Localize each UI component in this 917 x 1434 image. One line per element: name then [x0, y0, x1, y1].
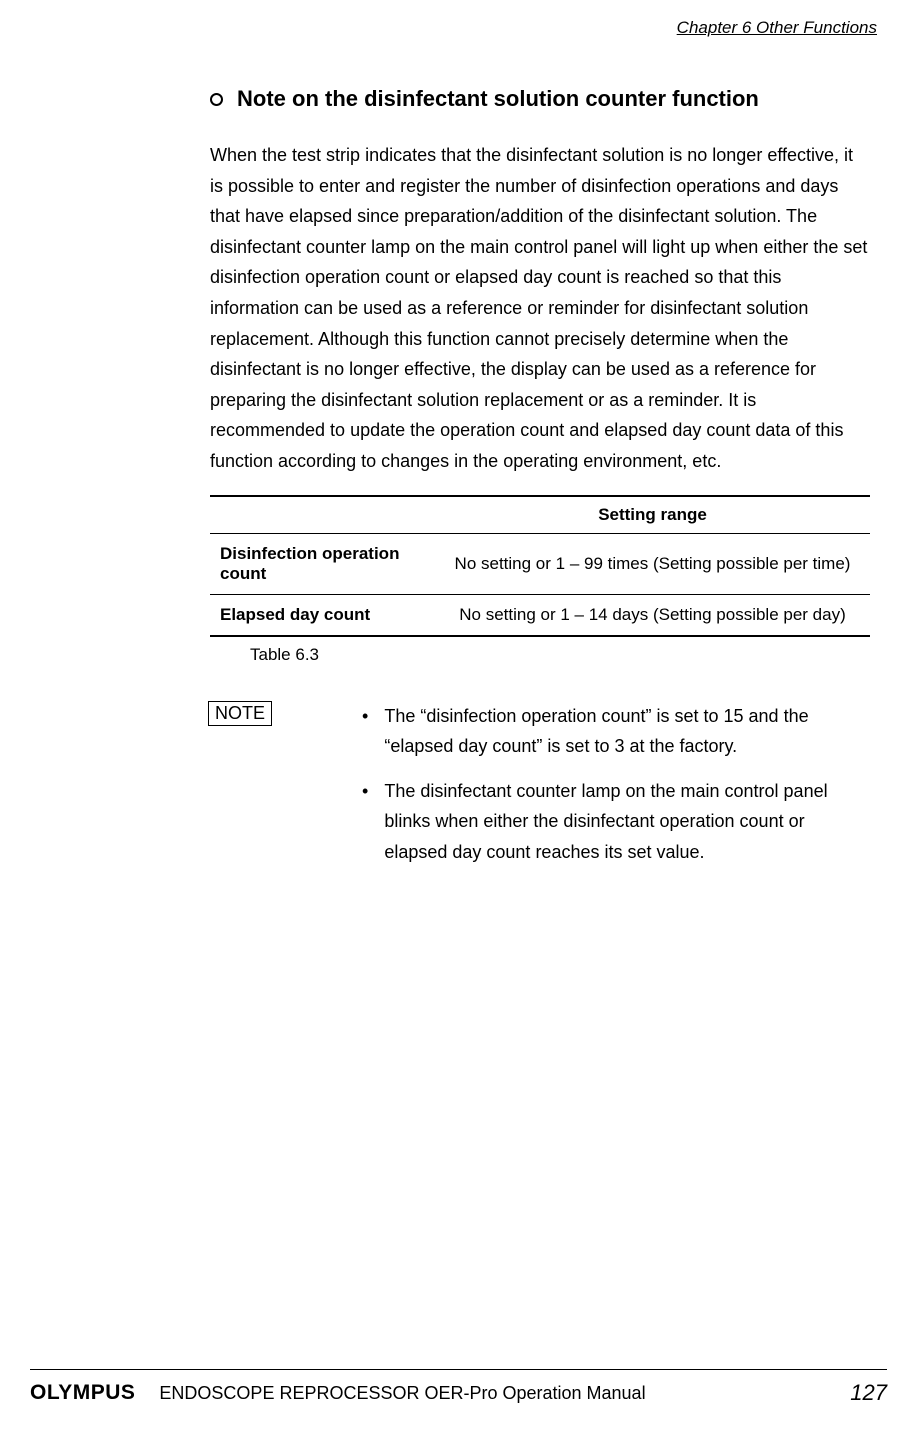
note-item: • The disinfectant counter lamp on the m… — [362, 776, 870, 868]
table-row-range: No setting or 1 – 14 days (Setting possi… — [435, 594, 870, 636]
bullet-icon: • — [362, 776, 368, 868]
table-header-row: Setting range — [210, 496, 870, 534]
chapter-header: Chapter 6 Other Functions — [677, 18, 877, 38]
note-block: NOTE • The “disinfection operation count… — [210, 701, 870, 882]
section-heading: Note on the disinfectant solution counte… — [210, 86, 870, 112]
page-number: 127 — [850, 1380, 887, 1406]
note-label: NOTE — [208, 701, 272, 726]
bullet-icon: • — [362, 701, 368, 762]
note-item-text: The “disinfection operation count” is se… — [384, 701, 870, 762]
table-row: Disinfection operation count No setting … — [210, 533, 870, 594]
table-caption: Table 6.3 — [210, 637, 870, 665]
footer: OLYMPUS ENDOSCOPE REPROCESSOR OER-Pro Op… — [30, 1369, 887, 1406]
table-row-range: No setting or 1 – 99 times (Setting poss… — [435, 533, 870, 594]
table-row: Elapsed day count No setting or 1 – 14 d… — [210, 594, 870, 636]
page: Chapter 6 Other Functions Note on the di… — [0, 0, 917, 1434]
table-header-empty — [210, 496, 435, 534]
table-row-label: Disinfection operation count — [210, 533, 435, 594]
footer-title: ENDOSCOPE REPROCESSOR OER-Pro Operation … — [159, 1383, 826, 1404]
content-area: Note on the disinfectant solution counte… — [210, 86, 870, 882]
note-item: • The “disinfection operation count” is … — [362, 701, 870, 762]
bullet-circle-icon — [210, 93, 223, 106]
settings-table: Setting range Disinfection operation cou… — [210, 495, 870, 637]
table-row-label: Elapsed day count — [210, 594, 435, 636]
body-paragraph: When the test strip indicates that the d… — [210, 140, 870, 477]
table-header-range: Setting range — [435, 496, 870, 534]
brand-logo: OLYMPUS — [30, 1381, 135, 1405]
heading-text: Note on the disinfectant solution counte… — [237, 86, 759, 112]
note-item-text: The disinfectant counter lamp on the mai… — [384, 776, 870, 868]
note-list: • The “disinfection operation count” is … — [362, 701, 870, 882]
